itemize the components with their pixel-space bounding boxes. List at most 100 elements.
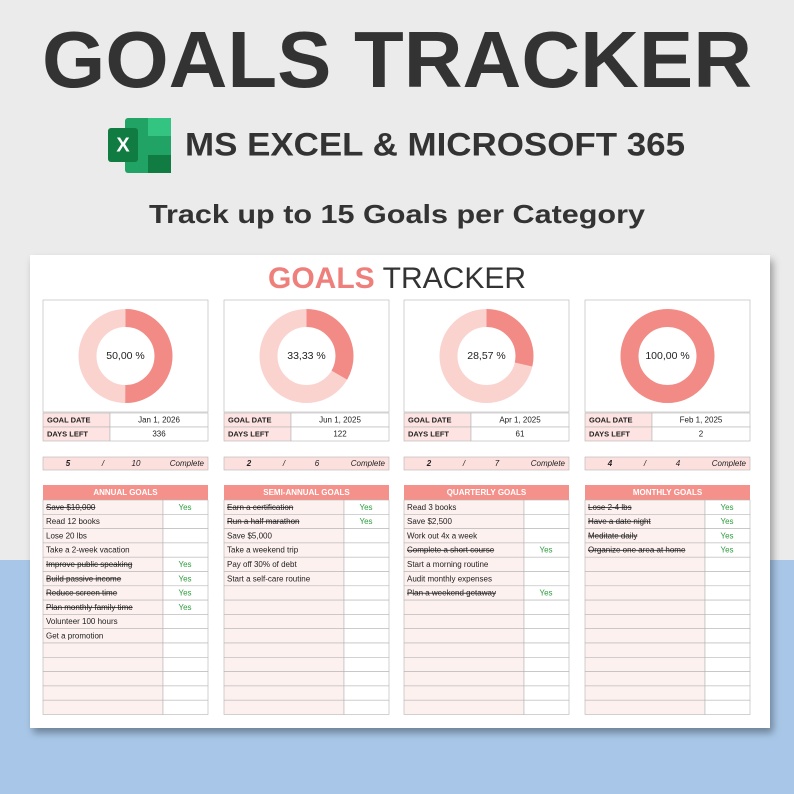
donut-arc	[620, 309, 715, 403]
separator: /	[282, 459, 286, 468]
goal-cell	[403, 699, 525, 715]
goal-text: Volunteer 100 hours	[46, 617, 118, 626]
goal-cell	[223, 614, 345, 630]
progress-row	[42, 456, 209, 471]
goal-cell	[403, 671, 525, 687]
goal-cell	[584, 556, 706, 572]
donut-label: 100,00 %	[645, 350, 689, 362]
svg-text:X: X	[116, 134, 130, 156]
donut-label: 33,33 %	[287, 350, 326, 362]
field-label: DAYS LEFT	[408, 429, 449, 438]
goal-text: Save $2,500	[407, 517, 452, 526]
goal-status: Yes	[720, 503, 733, 512]
status-cell	[704, 571, 751, 587]
total-count: 7	[495, 459, 500, 468]
status-cell	[704, 642, 751, 658]
goal-text: Take a 2-week vacation	[46, 546, 130, 555]
status-cell	[523, 528, 570, 544]
panels: 50,00 % GOAL DATE Jan 1, 2026 DAYS LEFT 336 5…	[42, 299, 751, 715]
goal-text: Get a promotion	[46, 631, 103, 640]
field-label: DAYS LEFT	[228, 429, 269, 438]
field-value: 2	[699, 430, 704, 439]
value-cell	[470, 426, 570, 442]
goal-text: Save $5,000	[227, 531, 272, 540]
status-cell	[162, 628, 209, 644]
status-cell	[162, 528, 209, 544]
field-value: Jan 1, 2026	[138, 416, 180, 425]
list-heading-bg	[43, 485, 208, 500]
goal-cell	[42, 642, 164, 658]
goal-text: Plan a weekend getaway	[407, 589, 496, 598]
status-cell	[704, 585, 751, 601]
status-cell	[343, 571, 390, 587]
status-cell	[523, 671, 570, 687]
goal-text: Read 3 books	[407, 503, 456, 512]
sheet-title: GOALS TRACKER	[268, 262, 526, 295]
goal-text: Improve public speaking	[46, 560, 132, 569]
separator: /	[643, 459, 647, 468]
goal-status: Yes	[539, 546, 552, 555]
list-heading: ANNUAL GOALS	[93, 488, 158, 497]
complete-label: Complete	[351, 459, 386, 468]
total-count: 10	[132, 459, 141, 468]
separator: /	[101, 459, 105, 468]
goal-cell	[403, 642, 525, 658]
field-label: GOAL DATE	[228, 415, 271, 424]
complete-label: Complete	[170, 459, 205, 468]
status-cell	[343, 556, 390, 572]
goal-text: Have a date night	[588, 517, 651, 526]
status-cell	[343, 656, 390, 672]
goal-cell	[403, 599, 525, 615]
status-cell	[704, 556, 751, 572]
subtitle: MS EXCEL & MICROSOFT 365	[185, 126, 685, 162]
done-count: 4	[607, 459, 613, 468]
status-cell	[523, 685, 570, 701]
goal-status: Yes	[178, 603, 191, 612]
goal-text: Audit monthly expenses	[407, 574, 492, 583]
field-value: 61	[516, 430, 525, 439]
field-value: 122	[333, 430, 347, 439]
status-cell	[704, 599, 751, 615]
status-cell	[523, 556, 570, 572]
list-heading-bg	[585, 485, 750, 500]
goal-text: Build passive income	[46, 574, 122, 583]
main-title: GOALS TRACKER	[42, 15, 752, 104]
goal-cell	[403, 685, 525, 701]
field-label: DAYS LEFT	[589, 429, 630, 438]
donut-arc	[259, 309, 354, 403]
goal-status: Yes	[720, 546, 733, 555]
status-cell	[343, 699, 390, 715]
goal-cell	[42, 671, 164, 687]
list-heading: SEMI-ANNUAL GOALS	[263, 488, 350, 497]
donut-arc	[439, 309, 534, 403]
value-cell	[290, 426, 390, 442]
sheet-title-accent: GOALS	[268, 262, 375, 295]
status-cell	[343, 685, 390, 701]
goal-text: Take a weekend trip	[227, 546, 299, 555]
donut-label: 28,57 %	[467, 350, 506, 362]
goal-text: Complete a short course	[407, 546, 495, 555]
goal-cell	[584, 599, 706, 615]
status-cell	[704, 699, 751, 715]
goal-text: Plan monthly family time	[46, 603, 133, 612]
status-cell	[343, 599, 390, 615]
goal-cell	[584, 571, 706, 587]
status-cell	[162, 513, 209, 529]
goal-text: Earn a certification	[227, 503, 293, 512]
goal-text: Lose 20 lbs	[46, 531, 87, 540]
field-label: DAYS LEFT	[47, 429, 88, 438]
list-heading: MONTHLY GOALS	[633, 488, 703, 497]
goal-text: Work out 4x a week	[407, 531, 478, 540]
goal-cell	[584, 671, 706, 687]
complete-label: Complete	[712, 459, 747, 468]
goal-text: Start a self-care routine	[227, 574, 311, 583]
goal-cell	[584, 585, 706, 601]
status-cell	[162, 642, 209, 658]
goal-cell	[584, 614, 706, 630]
status-cell	[523, 699, 570, 715]
status-cell	[523, 513, 570, 529]
status-cell	[704, 685, 751, 701]
goal-cell	[223, 671, 345, 687]
goal-cell	[223, 656, 345, 672]
status-cell	[704, 671, 751, 687]
